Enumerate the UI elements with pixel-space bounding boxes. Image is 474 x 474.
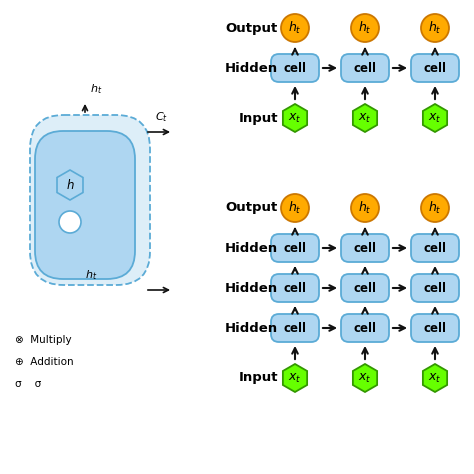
- Text: $h$: $h$: [66, 178, 74, 192]
- Text: Input: Input: [238, 372, 278, 384]
- Text: $h_t$: $h_t$: [90, 82, 102, 96]
- FancyBboxPatch shape: [271, 54, 319, 82]
- FancyBboxPatch shape: [271, 234, 319, 262]
- Text: cell: cell: [354, 62, 376, 74]
- Text: $x_t$: $x_t$: [288, 372, 302, 384]
- Text: Output: Output: [226, 21, 278, 35]
- Text: $h_t$: $h_t$: [428, 200, 442, 216]
- Text: $x_t$: $x_t$: [288, 111, 302, 125]
- Text: cell: cell: [354, 282, 376, 294]
- Text: $x_t$: $x_t$: [358, 372, 372, 384]
- Circle shape: [281, 14, 309, 42]
- FancyBboxPatch shape: [341, 274, 389, 302]
- Polygon shape: [423, 364, 447, 392]
- Text: cell: cell: [423, 241, 447, 255]
- Polygon shape: [283, 364, 307, 392]
- Text: cell: cell: [423, 62, 447, 74]
- FancyBboxPatch shape: [411, 314, 459, 342]
- Text: cell: cell: [423, 282, 447, 294]
- Circle shape: [281, 194, 309, 222]
- FancyBboxPatch shape: [35, 131, 135, 279]
- FancyBboxPatch shape: [271, 314, 319, 342]
- Text: cell: cell: [423, 321, 447, 335]
- Text: cell: cell: [354, 321, 376, 335]
- FancyBboxPatch shape: [30, 115, 150, 285]
- Text: $h_t$: $h_t$: [358, 20, 372, 36]
- FancyBboxPatch shape: [411, 234, 459, 262]
- Text: $h_t$: $h_t$: [288, 200, 302, 216]
- Text: cell: cell: [283, 282, 307, 294]
- Text: $C_t$: $C_t$: [155, 110, 168, 124]
- Text: Hidden: Hidden: [225, 321, 278, 335]
- Text: Hidden: Hidden: [225, 282, 278, 294]
- Circle shape: [421, 14, 449, 42]
- Polygon shape: [423, 104, 447, 132]
- Text: $h_t$: $h_t$: [85, 268, 97, 282]
- Text: cell: cell: [283, 241, 307, 255]
- Text: $x_t$: $x_t$: [428, 111, 442, 125]
- Text: cell: cell: [283, 62, 307, 74]
- FancyBboxPatch shape: [271, 274, 319, 302]
- FancyBboxPatch shape: [341, 234, 389, 262]
- Text: cell: cell: [283, 321, 307, 335]
- Circle shape: [351, 194, 379, 222]
- FancyBboxPatch shape: [411, 54, 459, 82]
- FancyBboxPatch shape: [341, 314, 389, 342]
- Text: Input: Input: [238, 111, 278, 125]
- Text: $h_t$: $h_t$: [288, 20, 302, 36]
- Text: Output: Output: [226, 201, 278, 215]
- Text: σ    σ: σ σ: [15, 379, 41, 389]
- Circle shape: [351, 14, 379, 42]
- Circle shape: [421, 194, 449, 222]
- Polygon shape: [57, 170, 83, 200]
- Text: $h_t$: $h_t$: [358, 200, 372, 216]
- Text: $h_t$: $h_t$: [428, 20, 442, 36]
- FancyBboxPatch shape: [341, 54, 389, 82]
- Text: ⊕  Addition: ⊕ Addition: [15, 357, 73, 367]
- Polygon shape: [353, 104, 377, 132]
- Polygon shape: [353, 364, 377, 392]
- Circle shape: [59, 211, 81, 233]
- Text: $x_t$: $x_t$: [358, 111, 372, 125]
- Polygon shape: [283, 104, 307, 132]
- Text: ⊗  Multiply: ⊗ Multiply: [15, 335, 72, 345]
- Text: Hidden: Hidden: [225, 241, 278, 255]
- Text: $x_t$: $x_t$: [428, 372, 442, 384]
- Text: Hidden: Hidden: [225, 62, 278, 74]
- FancyBboxPatch shape: [411, 274, 459, 302]
- Text: cell: cell: [354, 241, 376, 255]
